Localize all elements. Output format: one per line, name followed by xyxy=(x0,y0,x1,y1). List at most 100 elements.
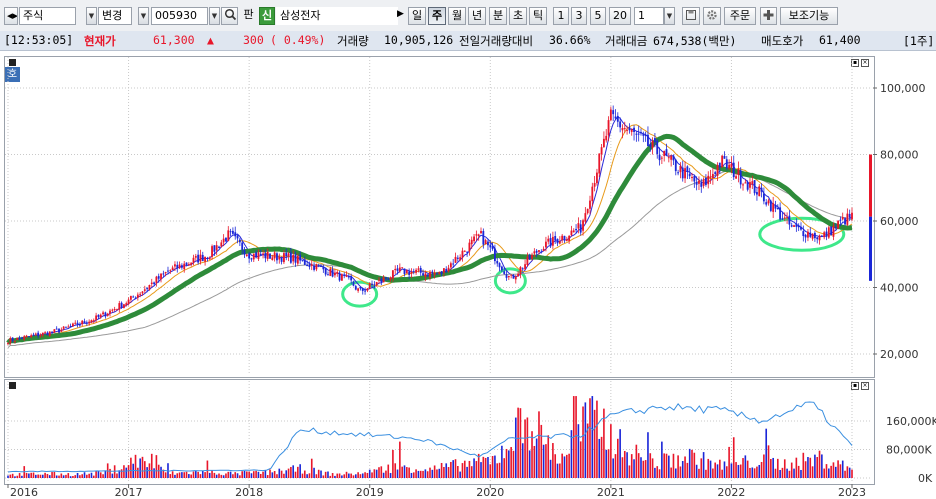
volume-bar xyxy=(679,466,682,478)
period-button-minute[interactable]: 분 xyxy=(489,7,507,25)
stock-code-input[interactable]: 005930 xyxy=(151,7,208,25)
panel-close-icon[interactable]: × xyxy=(861,59,869,67)
volume-bar xyxy=(774,468,777,478)
candle-body xyxy=(148,285,151,290)
candle-body xyxy=(313,265,315,270)
candle-body xyxy=(633,127,635,132)
add-plus-icon[interactable] xyxy=(760,7,777,25)
candle-body xyxy=(424,273,427,277)
volume-bar xyxy=(185,471,188,478)
candle-body xyxy=(493,248,496,262)
volume-bar xyxy=(644,460,647,478)
candle xyxy=(709,169,712,184)
price-axis-label: 80,000 xyxy=(880,149,919,162)
nav-arrows-icon[interactable]: ◂▸ xyxy=(4,7,18,25)
period-button-month[interactable]: 월 xyxy=(448,7,466,25)
candle-body xyxy=(139,293,142,295)
order-button[interactable]: 주문 xyxy=(724,7,756,25)
volume-bar xyxy=(635,444,638,478)
candle-body xyxy=(299,254,302,261)
candle xyxy=(765,199,768,207)
candle-body xyxy=(818,235,821,241)
volume-bar xyxy=(424,469,427,478)
candle-body xyxy=(711,173,714,178)
volume-bar xyxy=(345,471,348,478)
volume-bar xyxy=(315,474,318,478)
volume-bar xyxy=(797,465,800,478)
volume-panel-minimize-icon[interactable]: ▪ xyxy=(851,382,859,390)
volume-bar xyxy=(343,474,346,478)
search-icon[interactable] xyxy=(221,7,238,25)
period-button-second[interactable]: 초 xyxy=(509,7,527,25)
volume-bar xyxy=(821,454,823,478)
market-dropdown-icon[interactable]: ▼ xyxy=(86,7,97,25)
period-button-year[interactable]: 년 xyxy=(468,7,486,25)
indicator-button[interactable]: 보조기능 xyxy=(780,7,838,25)
market-select[interactable]: 주식 xyxy=(19,7,76,25)
volume-bar xyxy=(250,473,253,478)
candle xyxy=(331,266,334,278)
change-button[interactable]: 변경 xyxy=(98,7,132,25)
name-arrow-icon[interactable]: ▶ xyxy=(397,9,404,19)
interval-input[interactable]: 1 xyxy=(634,7,664,25)
volume-bar xyxy=(528,450,531,478)
candle-body xyxy=(718,162,721,168)
candle xyxy=(336,270,339,277)
candle xyxy=(153,281,156,287)
candle-body xyxy=(236,235,239,239)
candle xyxy=(276,252,278,264)
candle-body xyxy=(723,155,726,159)
candle-body xyxy=(287,253,290,257)
panel-menu-icon[interactable] xyxy=(9,59,16,66)
candle xyxy=(832,222,835,241)
settings-gear-icon[interactable] xyxy=(703,7,721,25)
volume-panel-menu-icon[interactable] xyxy=(9,382,16,389)
volume-bar xyxy=(661,441,663,478)
candle xyxy=(129,295,132,303)
candle xyxy=(185,262,188,267)
candle-body xyxy=(248,253,251,259)
candle-body xyxy=(394,268,397,271)
volume-bar xyxy=(788,470,791,478)
candle-body xyxy=(480,231,482,234)
volume-panel-close-icon[interactable]: × xyxy=(861,382,869,390)
candle-body xyxy=(487,241,489,246)
interval-dropdown-icon[interactable]: ▼ xyxy=(664,7,675,25)
code-dropdown-icon[interactable]: ▼ xyxy=(209,7,220,25)
interval-button-5[interactable]: 5 xyxy=(590,7,606,25)
code-history-dropdown-icon[interactable]: ▼ xyxy=(138,7,149,25)
candle xyxy=(628,123,631,134)
candle xyxy=(844,216,846,226)
period-button-tick[interactable]: 틱 xyxy=(529,7,547,25)
prev-volume-ratio-label: 전일거래량대비 xyxy=(459,34,534,48)
period-button-day[interactable]: 일 xyxy=(408,7,426,25)
plate-button[interactable]: 판 xyxy=(243,8,254,21)
volume-bar xyxy=(58,475,60,478)
price-chart-panel[interactable] xyxy=(4,56,875,378)
volume-bar xyxy=(705,469,707,478)
candle xyxy=(157,273,160,283)
interval-button-20[interactable]: 20 xyxy=(609,7,631,25)
period-button-week[interactable]: 주 xyxy=(428,7,446,25)
candle-body xyxy=(756,192,758,195)
candle-body xyxy=(391,270,394,279)
panel-badge[interactable]: 호 xyxy=(5,67,20,82)
save-icon[interactable] xyxy=(682,7,700,25)
volume-bar xyxy=(809,457,812,478)
candle xyxy=(707,171,710,189)
volume-bar xyxy=(389,473,392,478)
candle-body xyxy=(55,328,58,330)
volume-bar xyxy=(447,467,450,478)
volume-bar xyxy=(317,469,320,478)
candle-body xyxy=(190,262,193,265)
candle-body xyxy=(442,268,445,273)
candle xyxy=(735,173,737,179)
interval-button-1[interactable]: 1 xyxy=(553,7,569,25)
interval-button-3[interactable]: 3 xyxy=(571,7,587,25)
candle xyxy=(90,319,93,324)
volume-bar xyxy=(9,474,12,478)
volume-bar xyxy=(579,441,582,478)
ma-long-line xyxy=(6,133,853,345)
volume-bar xyxy=(125,467,128,478)
candle-body xyxy=(366,288,369,291)
